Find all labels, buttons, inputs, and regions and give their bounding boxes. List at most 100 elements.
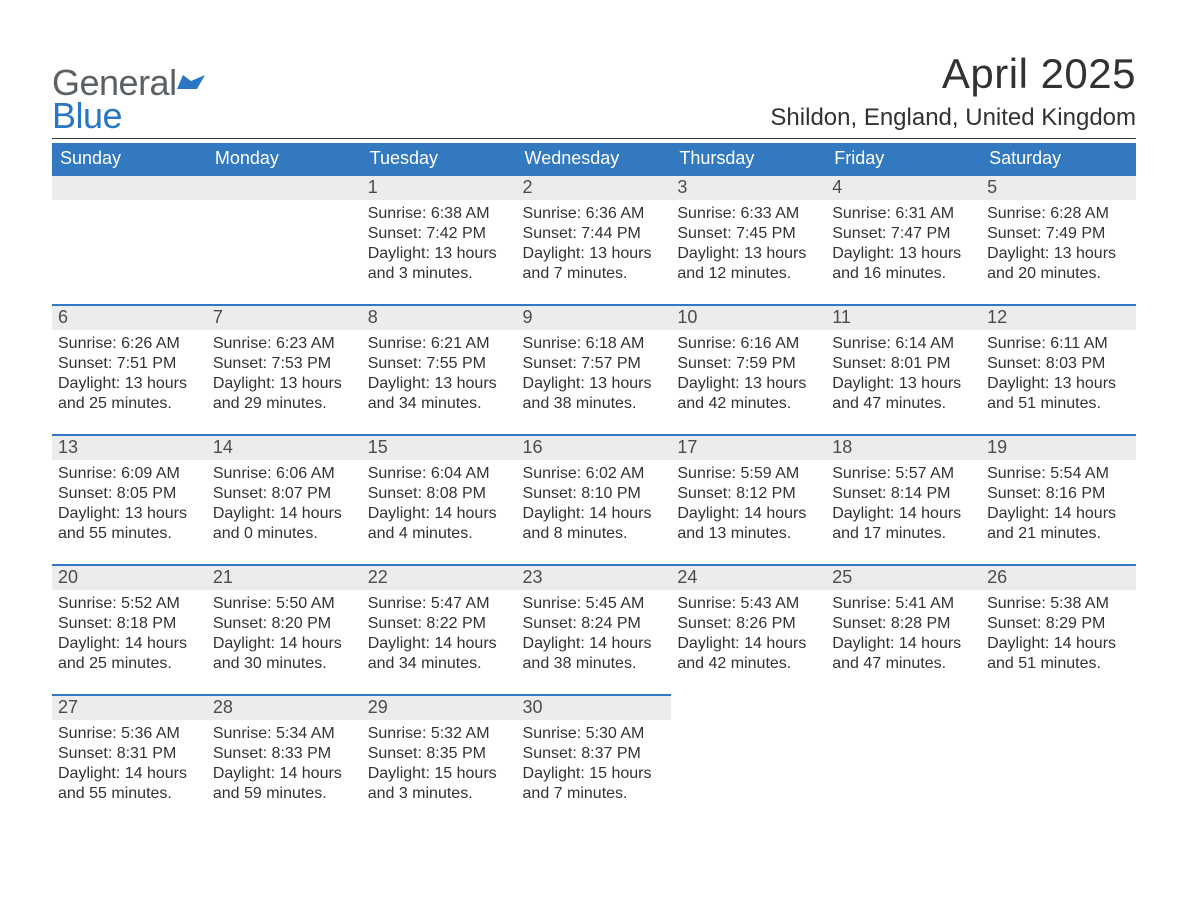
daylight-line-2: and 51 minutes. [987, 654, 1130, 674]
daylight-line-1: Daylight: 13 hours [523, 374, 666, 394]
brand-line2: Blue [52, 95, 122, 136]
calendar-day-cell: 21Sunrise: 5:50 AMSunset: 8:20 PMDayligh… [207, 564, 362, 694]
calendar-day-cell: 10Sunrise: 6:16 AMSunset: 7:59 PMDayligh… [671, 304, 826, 434]
daylight-line-1: Daylight: 13 hours [58, 504, 201, 524]
day-body: Sunrise: 5:50 AMSunset: 8:20 PMDaylight:… [207, 590, 362, 682]
sunrise-line: Sunrise: 6:33 AM [677, 204, 820, 224]
day-number: 7 [207, 304, 362, 330]
daylight-line-2: and 13 minutes. [677, 524, 820, 544]
calendar-table: SundayMondayTuesdayWednesdayThursdayFrid… [52, 143, 1136, 824]
sunset-line: Sunset: 8:05 PM [58, 484, 201, 504]
daylight-line-1: Daylight: 14 hours [677, 504, 820, 524]
sunrise-line: Sunrise: 5:45 AM [523, 594, 666, 614]
day-body: Sunrise: 6:06 AMSunset: 8:07 PMDaylight:… [207, 460, 362, 552]
sunset-line: Sunset: 8:35 PM [368, 744, 511, 764]
weekday-header: Tuesday [362, 143, 517, 174]
daylight-line-1: Daylight: 13 hours [677, 244, 820, 264]
daylight-line-1: Daylight: 13 hours [832, 244, 975, 264]
daylight-line-1: Daylight: 14 hours [677, 634, 820, 654]
day-body: Sunrise: 6:11 AMSunset: 8:03 PMDaylight:… [981, 330, 1136, 422]
sunset-line: Sunset: 8:08 PM [368, 484, 511, 504]
sunset-line: Sunset: 8:07 PM [213, 484, 356, 504]
day-body: Sunrise: 6:28 AMSunset: 7:49 PMDaylight:… [981, 200, 1136, 292]
day-number [207, 174, 362, 200]
calendar-day-cell: 3Sunrise: 6:33 AMSunset: 7:45 PMDaylight… [671, 174, 826, 304]
sunset-line: Sunset: 8:16 PM [987, 484, 1130, 504]
day-number: 29 [362, 694, 517, 720]
calendar-day-cell: 14Sunrise: 6:06 AMSunset: 8:07 PMDayligh… [207, 434, 362, 564]
daylight-line-1: Daylight: 14 hours [213, 764, 356, 784]
calendar-day-cell: 2Sunrise: 6:36 AMSunset: 7:44 PMDaylight… [517, 174, 672, 304]
day-body: Sunrise: 5:52 AMSunset: 8:18 PMDaylight:… [52, 590, 207, 682]
sunrise-line: Sunrise: 6:09 AM [58, 464, 201, 484]
sunset-line: Sunset: 7:55 PM [368, 354, 511, 374]
sunrise-line: Sunrise: 6:26 AM [58, 334, 201, 354]
day-number: 20 [52, 564, 207, 590]
sunrise-line: Sunrise: 6:18 AM [523, 334, 666, 354]
sunrise-line: Sunrise: 6:02 AM [523, 464, 666, 484]
day-number: 19 [981, 434, 1136, 460]
day-body: Sunrise: 6:31 AMSunset: 7:47 PMDaylight:… [826, 200, 981, 292]
calendar-day-cell: 23Sunrise: 5:45 AMSunset: 8:24 PMDayligh… [517, 564, 672, 694]
daylight-line-2: and 4 minutes. [368, 524, 511, 544]
sunset-line: Sunset: 8:18 PM [58, 614, 201, 634]
sunrise-line: Sunrise: 6:28 AM [987, 204, 1130, 224]
daylight-line-1: Daylight: 14 hours [832, 504, 975, 524]
sunrise-line: Sunrise: 6:38 AM [368, 204, 511, 224]
weekday-header: Saturday [981, 143, 1136, 174]
day-body: Sunrise: 5:47 AMSunset: 8:22 PMDaylight:… [362, 590, 517, 682]
day-body: Sunrise: 5:59 AMSunset: 8:12 PMDaylight:… [671, 460, 826, 552]
calendar-day-cell: 30Sunrise: 5:30 AMSunset: 8:37 PMDayligh… [517, 694, 672, 824]
day-body: Sunrise: 6:18 AMSunset: 7:57 PMDaylight:… [517, 330, 672, 422]
calendar-week-row: 20Sunrise: 5:52 AMSunset: 8:18 PMDayligh… [52, 564, 1136, 694]
day-body: Sunrise: 5:36 AMSunset: 8:31 PMDaylight:… [52, 720, 207, 812]
sunrise-line: Sunrise: 5:32 AM [368, 724, 511, 744]
daylight-line-2: and 16 minutes. [832, 264, 975, 284]
day-number: 28 [207, 694, 362, 720]
sunset-line: Sunset: 8:03 PM [987, 354, 1130, 374]
location-subtitle: Shildon, England, United Kingdom [770, 104, 1136, 132]
sunrise-line: Sunrise: 5:34 AM [213, 724, 356, 744]
sunrise-line: Sunrise: 5:30 AM [523, 724, 666, 744]
daylight-line-1: Daylight: 13 hours [987, 244, 1130, 264]
day-body: Sunrise: 6:02 AMSunset: 8:10 PMDaylight:… [517, 460, 672, 552]
day-body: Sunrise: 6:33 AMSunset: 7:45 PMDaylight:… [671, 200, 826, 292]
calendar-day-cell [207, 174, 362, 304]
calendar-day-cell: 16Sunrise: 6:02 AMSunset: 8:10 PMDayligh… [517, 434, 672, 564]
calendar-day-cell: 27Sunrise: 5:36 AMSunset: 8:31 PMDayligh… [52, 694, 207, 824]
day-body: Sunrise: 6:09 AMSunset: 8:05 PMDaylight:… [52, 460, 207, 552]
calendar-day-cell: 22Sunrise: 5:47 AMSunset: 8:22 PMDayligh… [362, 564, 517, 694]
sunset-line: Sunset: 7:42 PM [368, 224, 511, 244]
sunset-line: Sunset: 7:53 PM [213, 354, 356, 374]
header-rule [52, 138, 1136, 139]
day-number: 15 [362, 434, 517, 460]
sunset-line: Sunset: 7:59 PM [677, 354, 820, 374]
daylight-line-2: and 42 minutes. [677, 394, 820, 414]
day-body: Sunrise: 5:30 AMSunset: 8:37 PMDaylight:… [517, 720, 672, 812]
daylight-line-1: Daylight: 14 hours [523, 634, 666, 654]
day-body: Sunrise: 6:23 AMSunset: 7:53 PMDaylight:… [207, 330, 362, 422]
day-body: Sunrise: 5:43 AMSunset: 8:26 PMDaylight:… [671, 590, 826, 682]
day-number: 6 [52, 304, 207, 330]
calendar-day-cell [671, 694, 826, 824]
calendar-day-cell: 7Sunrise: 6:23 AMSunset: 7:53 PMDaylight… [207, 304, 362, 434]
daylight-line-1: Daylight: 14 hours [58, 634, 201, 654]
day-body: Sunrise: 5:38 AMSunset: 8:29 PMDaylight:… [981, 590, 1136, 682]
day-number: 22 [362, 564, 517, 590]
sunset-line: Sunset: 8:33 PM [213, 744, 356, 764]
day-number: 12 [981, 304, 1136, 330]
calendar-day-cell: 12Sunrise: 6:11 AMSunset: 8:03 PMDayligh… [981, 304, 1136, 434]
calendar-week-row: 27Sunrise: 5:36 AMSunset: 8:31 PMDayligh… [52, 694, 1136, 824]
daylight-line-2: and 25 minutes. [58, 654, 201, 674]
day-number [981, 694, 1136, 716]
sunrise-line: Sunrise: 5:38 AM [987, 594, 1130, 614]
daylight-line-2: and 7 minutes. [523, 264, 666, 284]
daylight-line-2: and 0 minutes. [213, 524, 356, 544]
day-body: Sunrise: 6:38 AMSunset: 7:42 PMDaylight:… [362, 200, 517, 292]
daylight-line-2: and 30 minutes. [213, 654, 356, 674]
calendar-day-cell: 8Sunrise: 6:21 AMSunset: 7:55 PMDaylight… [362, 304, 517, 434]
day-body: Sunrise: 5:54 AMSunset: 8:16 PMDaylight:… [981, 460, 1136, 552]
calendar-day-cell: 13Sunrise: 6:09 AMSunset: 8:05 PMDayligh… [52, 434, 207, 564]
day-number [52, 174, 207, 200]
calendar-day-cell: 11Sunrise: 6:14 AMSunset: 8:01 PMDayligh… [826, 304, 981, 434]
